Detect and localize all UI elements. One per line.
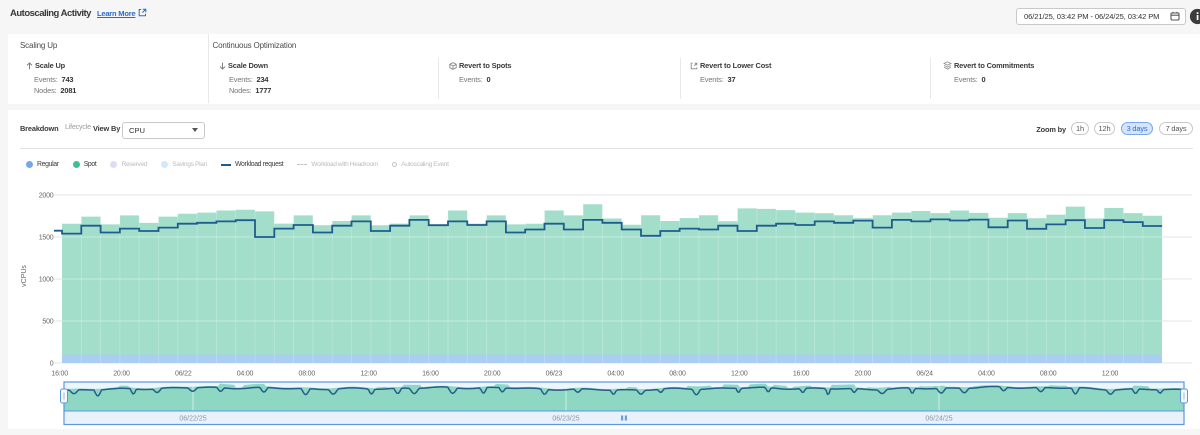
svg-text:20:00: 20:00 bbox=[484, 371, 501, 378]
svg-text:16:00: 16:00 bbox=[793, 371, 810, 378]
svg-text:06/24: 06/24 bbox=[916, 371, 933, 378]
svg-text:06/24/25: 06/24/25 bbox=[925, 416, 952, 423]
svg-text:16:00: 16:00 bbox=[51, 371, 68, 378]
svg-text:04:00: 04:00 bbox=[607, 371, 624, 378]
svg-text:20:00: 20:00 bbox=[113, 371, 130, 378]
svg-text:04:00: 04:00 bbox=[237, 371, 254, 378]
svg-text:1500: 1500 bbox=[39, 235, 54, 242]
svg-text:2000: 2000 bbox=[39, 193, 54, 200]
svg-text:12:00: 12:00 bbox=[360, 371, 377, 378]
svg-text:06/22: 06/22 bbox=[175, 371, 192, 378]
svg-text:1000: 1000 bbox=[39, 277, 54, 284]
svg-text:0: 0 bbox=[50, 361, 54, 368]
svg-text:06/22/25: 06/22/25 bbox=[179, 416, 206, 423]
svg-text:12:00: 12:00 bbox=[731, 371, 748, 378]
svg-text:20:00: 20:00 bbox=[855, 371, 872, 378]
svg-text:06/23: 06/23 bbox=[546, 371, 563, 378]
svg-text:08:00: 08:00 bbox=[1040, 371, 1057, 378]
svg-text:08:00: 08:00 bbox=[669, 371, 686, 378]
svg-text:12:00: 12:00 bbox=[1102, 371, 1119, 378]
svg-text:04:00: 04:00 bbox=[978, 371, 995, 378]
svg-text:08:00: 08:00 bbox=[299, 371, 316, 378]
svg-text:vCPUs: vCPUs bbox=[21, 265, 28, 287]
svg-text:500: 500 bbox=[42, 319, 53, 326]
svg-text:16:00: 16:00 bbox=[422, 371, 439, 378]
svg-text:06/23/25: 06/23/25 bbox=[552, 416, 579, 423]
